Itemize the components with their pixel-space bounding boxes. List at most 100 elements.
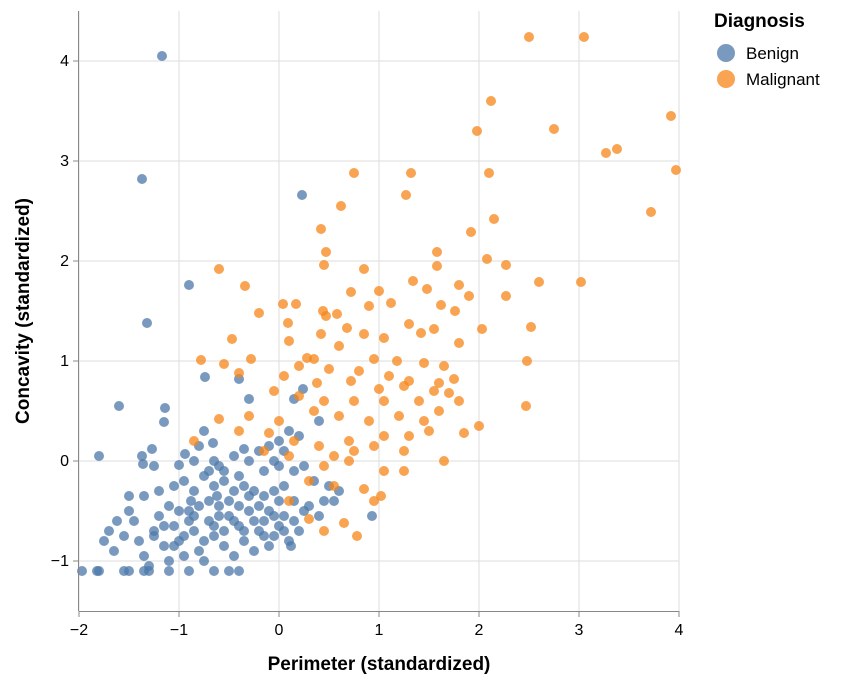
y-tick-label: 2 xyxy=(60,253,69,270)
data-point xyxy=(239,444,249,454)
data-point xyxy=(239,481,249,491)
data-point xyxy=(521,401,531,411)
data-point xyxy=(299,461,309,471)
data-point xyxy=(264,428,274,438)
data-point xyxy=(384,371,394,381)
data-point xyxy=(137,451,147,461)
series-benign xyxy=(77,51,377,576)
data-point xyxy=(334,341,344,351)
y-axis-title: Concavity (standardized) xyxy=(13,198,34,424)
data-point xyxy=(269,486,279,496)
data-point xyxy=(169,481,179,491)
data-point xyxy=(386,298,396,308)
data-point xyxy=(279,526,289,536)
data-point xyxy=(154,511,164,521)
data-point xyxy=(124,491,134,501)
data-point xyxy=(284,336,294,346)
data-point xyxy=(486,96,496,106)
data-point xyxy=(454,338,464,348)
data-point xyxy=(180,449,190,459)
data-point xyxy=(434,406,444,416)
data-point xyxy=(129,516,139,526)
data-point xyxy=(147,444,157,454)
data-point xyxy=(304,514,314,524)
data-point xyxy=(214,264,224,274)
data-point xyxy=(314,441,324,451)
data-point xyxy=(229,551,239,561)
x-tick-label: 0 xyxy=(275,622,284,639)
axes xyxy=(73,11,680,617)
data-point xyxy=(264,541,274,551)
data-point xyxy=(284,426,294,436)
data-point xyxy=(259,531,269,541)
data-point xyxy=(240,281,250,291)
data-point xyxy=(419,416,429,426)
data-point xyxy=(254,501,264,511)
data-point xyxy=(489,214,499,224)
data-point xyxy=(439,456,449,466)
data-point xyxy=(297,190,307,200)
data-point xyxy=(274,436,284,446)
data-point xyxy=(254,308,264,318)
data-point xyxy=(124,506,134,516)
data-point xyxy=(278,299,288,309)
data-point xyxy=(319,461,329,471)
data-point xyxy=(399,466,409,476)
data-point xyxy=(154,486,164,496)
data-point xyxy=(367,511,377,521)
data-point xyxy=(274,496,284,506)
data-point xyxy=(246,354,256,364)
data-point xyxy=(134,536,144,546)
data-point xyxy=(289,516,299,526)
data-point xyxy=(92,566,102,576)
data-point xyxy=(349,446,359,456)
data-point xyxy=(212,491,222,501)
data-point xyxy=(234,426,244,436)
data-point xyxy=(224,566,234,576)
data-point xyxy=(244,456,254,466)
data-point xyxy=(450,306,460,316)
data-point xyxy=(199,536,209,546)
data-point xyxy=(321,247,331,257)
data-point xyxy=(379,333,389,343)
data-point xyxy=(179,476,189,486)
data-point xyxy=(94,451,104,461)
legend-swatch-benign xyxy=(717,44,735,62)
data-point xyxy=(109,546,119,556)
data-point xyxy=(194,546,204,556)
data-point xyxy=(219,359,229,369)
data-point xyxy=(294,361,304,371)
data-points xyxy=(77,32,681,576)
data-point xyxy=(376,491,386,501)
data-point xyxy=(214,414,224,424)
data-point xyxy=(334,411,344,421)
legend-label-malignant: Malignant xyxy=(746,70,820,89)
x-tick-label: −1 xyxy=(170,622,188,639)
data-point xyxy=(424,426,434,436)
data-point xyxy=(526,322,536,332)
data-point xyxy=(408,276,418,286)
x-tick-label: 3 xyxy=(575,622,584,639)
data-point xyxy=(209,521,219,531)
data-point xyxy=(329,451,339,461)
data-point xyxy=(286,541,296,551)
data-point xyxy=(336,201,346,211)
data-point xyxy=(244,411,254,421)
data-point xyxy=(279,511,289,521)
data-point xyxy=(416,328,426,338)
data-point xyxy=(229,486,239,496)
data-point xyxy=(294,526,304,536)
x-tick-label: 4 xyxy=(675,622,684,639)
data-point xyxy=(399,381,409,391)
data-point xyxy=(239,536,249,546)
data-point xyxy=(309,354,319,364)
y-tick-label: −1 xyxy=(51,553,69,570)
data-point xyxy=(139,551,149,561)
data-point xyxy=(576,277,586,287)
data-point xyxy=(304,476,314,486)
data-point xyxy=(349,396,359,406)
data-point xyxy=(112,516,122,526)
data-point xyxy=(316,329,326,339)
data-point xyxy=(149,531,159,541)
data-point xyxy=(149,461,159,471)
